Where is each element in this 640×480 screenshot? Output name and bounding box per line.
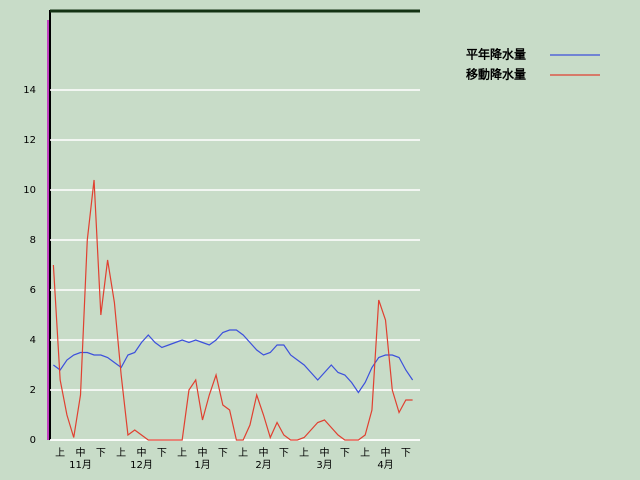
month-label: 2月 bbox=[255, 459, 271, 471]
y-tick-label: 2 bbox=[30, 385, 36, 396]
x-tick-label: 上 bbox=[55, 447, 65, 459]
x-tick-label: 上 bbox=[177, 447, 187, 459]
line-series bbox=[53, 329, 414, 394]
x-tick-label: 下 bbox=[96, 448, 106, 459]
month-label: 11月 bbox=[69, 459, 92, 471]
x-tick-label: 上 bbox=[299, 447, 309, 459]
x-tick-label: 中 bbox=[320, 446, 330, 459]
x-tick-label: 中 bbox=[259, 446, 269, 459]
x-tick-label: 上 bbox=[238, 447, 248, 459]
y-tick-label: 10 bbox=[23, 185, 36, 196]
y-tick-label: 8 bbox=[30, 235, 36, 246]
x-tick-label: 下 bbox=[157, 448, 167, 459]
y-tick-label: 0 bbox=[30, 435, 36, 446]
legend-label: 移動降水量 bbox=[466, 67, 526, 82]
x-tick-label: 中 bbox=[137, 446, 147, 459]
y-tick-label: 6 bbox=[30, 285, 36, 296]
month-label: 3月 bbox=[316, 459, 332, 471]
legend-label: 平年降水量 bbox=[466, 47, 526, 62]
x-tick-label: 下 bbox=[218, 448, 228, 459]
month-label: 4月 bbox=[377, 459, 393, 471]
y-tick-label: 4 bbox=[30, 335, 36, 346]
y-tick-label: 14 bbox=[23, 85, 36, 96]
line-series bbox=[52, 179, 413, 441]
x-tick-label: 中 bbox=[76, 446, 86, 459]
x-tick-label: 上 bbox=[360, 447, 370, 459]
x-tick-label: 下 bbox=[340, 448, 350, 459]
y-tick-label: 12 bbox=[23, 135, 36, 146]
month-label: 12月 bbox=[130, 459, 153, 471]
x-tick-label: 下 bbox=[401, 448, 411, 459]
x-tick-label: 中 bbox=[381, 446, 391, 459]
x-tick-label: 中 bbox=[198, 446, 208, 459]
month-label: 1月 bbox=[194, 459, 210, 471]
x-tick-label: 上 bbox=[116, 447, 126, 459]
x-tick-label: 下 bbox=[279, 448, 289, 459]
